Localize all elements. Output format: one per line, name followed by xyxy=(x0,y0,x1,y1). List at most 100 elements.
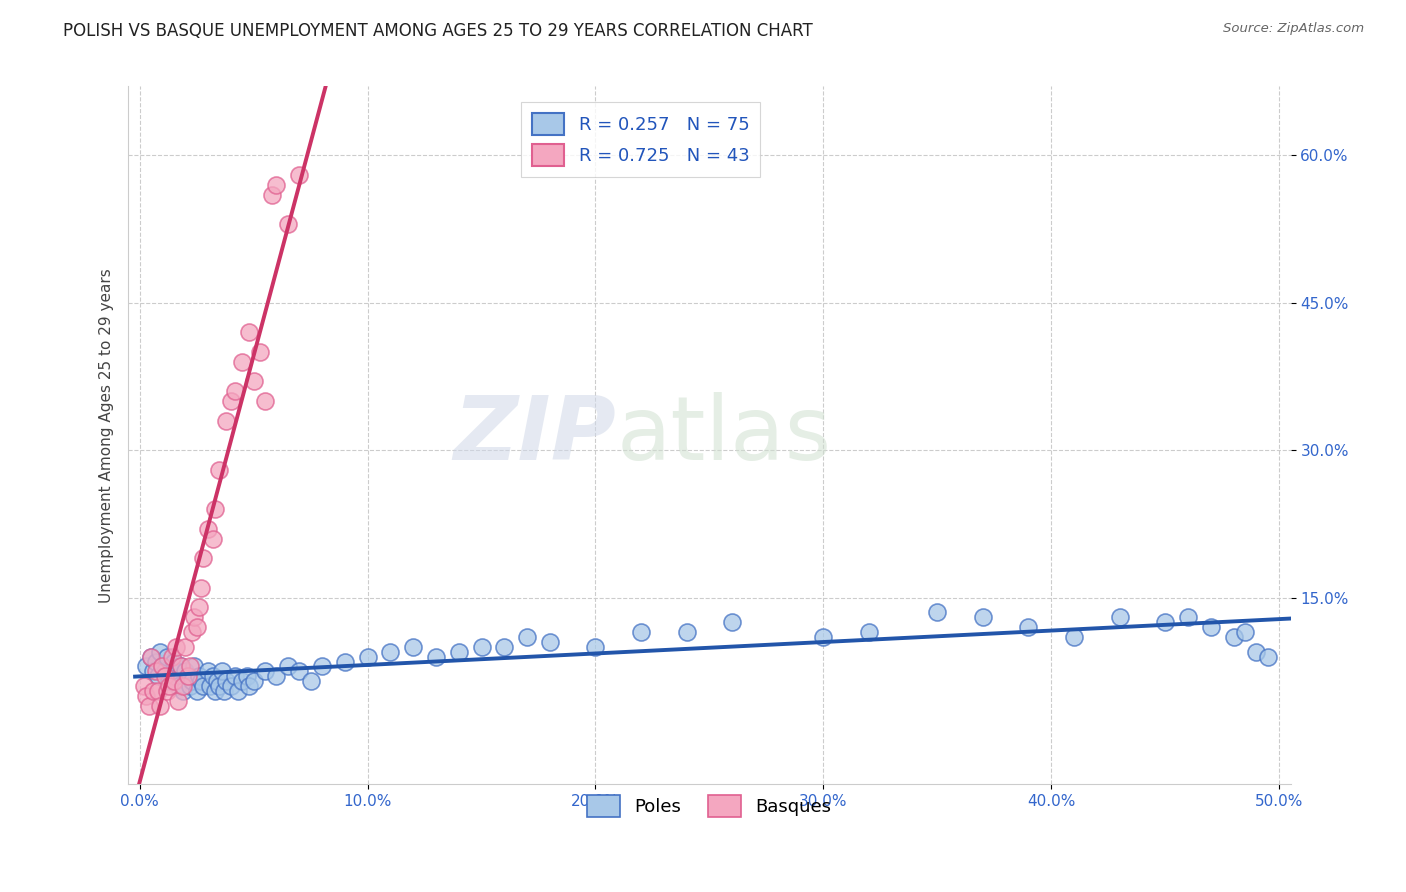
Point xyxy=(153,665,176,679)
Point xyxy=(470,640,492,654)
Text: ZIP: ZIP xyxy=(454,392,616,479)
Point xyxy=(1257,649,1279,664)
Point xyxy=(224,669,246,683)
Point xyxy=(205,674,228,689)
Point xyxy=(858,625,880,640)
Point xyxy=(174,665,197,679)
Point xyxy=(190,674,212,689)
Point xyxy=(152,659,174,673)
Point xyxy=(231,354,253,368)
Point xyxy=(169,659,191,673)
Point xyxy=(266,178,288,192)
Point xyxy=(181,625,204,640)
Point xyxy=(1222,630,1244,644)
Point xyxy=(447,645,470,659)
Point xyxy=(146,669,169,683)
Point xyxy=(253,394,276,409)
Point xyxy=(134,679,156,693)
Text: atlas: atlas xyxy=(616,392,831,479)
Point xyxy=(311,659,333,673)
Point xyxy=(212,684,235,698)
Point xyxy=(135,689,157,703)
Text: POLISH VS BASQUE UNEMPLOYMENT AMONG AGES 25 TO 29 YEARS CORRELATION CHART: POLISH VS BASQUE UNEMPLOYMENT AMONG AGES… xyxy=(63,22,813,40)
Point xyxy=(242,374,264,388)
Point xyxy=(1234,625,1257,640)
Point xyxy=(215,674,238,689)
Point xyxy=(172,684,194,698)
Point xyxy=(190,581,212,595)
Point xyxy=(163,674,186,689)
Point xyxy=(169,659,191,673)
Point xyxy=(197,522,219,536)
Point xyxy=(149,645,172,659)
Point xyxy=(585,640,607,654)
Point xyxy=(193,679,215,693)
Point xyxy=(211,665,233,679)
Point xyxy=(253,665,276,679)
Point xyxy=(176,669,198,683)
Point xyxy=(152,659,174,673)
Point xyxy=(219,679,242,693)
Point xyxy=(277,217,299,231)
Point xyxy=(402,640,425,654)
Point xyxy=(238,679,260,693)
Point xyxy=(200,679,222,693)
Point xyxy=(146,684,169,698)
Point xyxy=(181,674,204,689)
Point xyxy=(299,674,322,689)
Point xyxy=(1108,610,1130,624)
Point xyxy=(157,679,180,693)
Point xyxy=(160,669,183,683)
Point xyxy=(149,698,172,713)
Point xyxy=(197,665,219,679)
Point xyxy=(145,665,167,679)
Point xyxy=(153,669,176,683)
Point xyxy=(219,394,242,409)
Point xyxy=(1199,620,1222,634)
Point xyxy=(380,645,402,659)
Point xyxy=(176,669,198,683)
Point xyxy=(494,640,516,654)
Point xyxy=(972,610,994,624)
Point xyxy=(215,414,238,428)
Y-axis label: Unemployment Among Ages 25 to 29 years: Unemployment Among Ages 25 to 29 years xyxy=(100,268,114,603)
Point xyxy=(160,649,183,664)
Point xyxy=(236,669,259,683)
Point xyxy=(174,640,197,654)
Point xyxy=(172,679,194,693)
Point xyxy=(266,669,288,683)
Point xyxy=(183,610,205,624)
Point xyxy=(138,698,160,713)
Point xyxy=(242,674,264,689)
Point xyxy=(167,694,190,708)
Point xyxy=(157,674,180,689)
Point xyxy=(135,659,157,673)
Point xyxy=(1246,645,1268,659)
Text: Source: ZipAtlas.com: Source: ZipAtlas.com xyxy=(1223,22,1364,36)
Point xyxy=(186,684,208,698)
Point xyxy=(165,640,187,654)
Point xyxy=(333,655,356,669)
Point xyxy=(139,649,162,664)
Point xyxy=(630,625,652,640)
Point xyxy=(231,674,253,689)
Point xyxy=(813,630,835,644)
Point xyxy=(1018,620,1040,634)
Point xyxy=(204,502,226,516)
Point xyxy=(142,684,165,698)
Point xyxy=(201,532,224,546)
Point xyxy=(288,665,311,679)
Point xyxy=(183,659,205,673)
Point xyxy=(163,655,186,669)
Point xyxy=(208,679,231,693)
Point xyxy=(288,168,311,182)
Point xyxy=(721,615,744,630)
Point xyxy=(165,665,187,679)
Point xyxy=(156,684,179,698)
Point xyxy=(167,679,190,693)
Point xyxy=(187,600,209,615)
Point xyxy=(516,630,538,644)
Point xyxy=(156,649,179,664)
Point xyxy=(145,655,167,669)
Point xyxy=(226,684,249,698)
